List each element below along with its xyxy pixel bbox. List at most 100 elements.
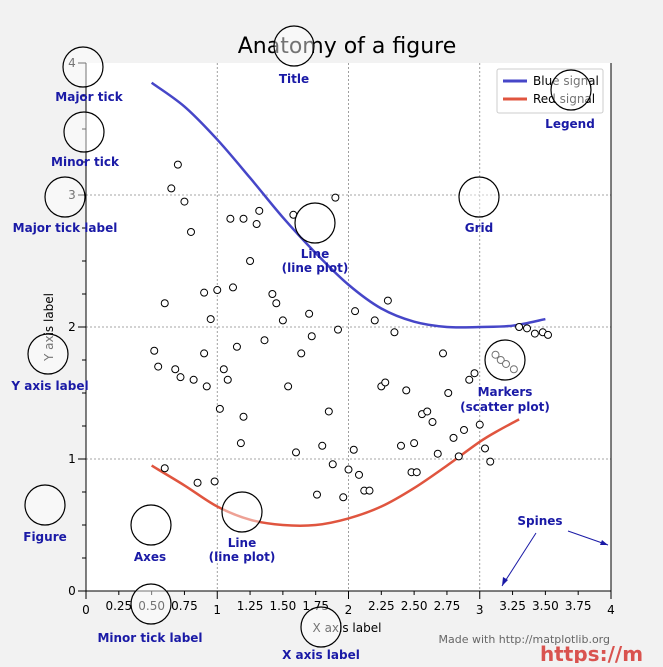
x-minor-tick-label-8: 2.75: [434, 599, 461, 613]
annotation-spines: Spines: [517, 514, 562, 528]
ticks: [78, 62, 612, 599]
x-minor-tick-label-10: 3.50: [532, 599, 559, 613]
scatter-markers: [150, 160, 552, 502]
annotation-minor-tick: Minor tick: [51, 155, 120, 169]
annotation-y-axis-label: Y axis label: [10, 379, 88, 393]
scatter-point: [150, 346, 159, 355]
axes-circle: [130, 504, 172, 546]
scatter-point: [292, 448, 300, 457]
major-tick-circle: [62, 46, 104, 88]
spines-arrow-2-head: [600, 540, 608, 545]
scatter-point: [339, 493, 348, 502]
scatter-point: [213, 286, 222, 295]
figure-circle: [24, 484, 66, 526]
annotation-markers-line1: Markers: [478, 385, 533, 399]
markers-circle: [484, 339, 526, 381]
scatter-point: [334, 325, 342, 334]
grid-circle: [458, 176, 500, 218]
x-minor-tick-label-3: 1.25: [237, 599, 264, 613]
x-minor-tick-label-4: 1.50: [270, 599, 297, 613]
scatter-point: [173, 160, 182, 169]
scatter-point: [160, 299, 169, 308]
annotation-markers-line2: (scatter plot): [460, 400, 550, 414]
scatter-point: [171, 365, 180, 374]
spines-arrows: [501, 530, 609, 587]
scatter-point: [313, 490, 321, 499]
minor-tick-label-circle: [130, 583, 172, 625]
y-axis-label-circle: [27, 333, 69, 375]
footer-credit: Made with http://matplotlib.org: [439, 633, 611, 646]
scatter-point: [390, 328, 399, 337]
scatter-point: [365, 486, 374, 495]
scatter-point: [223, 375, 232, 384]
line-plot-circle-2: [221, 491, 263, 533]
annotation-minor-tick-label: Minor tick label: [97, 631, 202, 645]
scatter-point: [355, 470, 363, 479]
annotation-x-axis-label: X axis label: [282, 648, 360, 662]
legend-circle: [550, 69, 592, 111]
x-minor-tick-label-11: 3.75: [565, 599, 592, 613]
series-line-0: [150, 81, 546, 329]
scatter-point: [202, 382, 211, 391]
scatter-point: [370, 316, 379, 325]
legend: Blue signal Red signal: [496, 68, 604, 114]
x-minor-tick-label-5: 1.75: [302, 599, 329, 613]
legend-red-label: Red signal: [533, 92, 595, 106]
scatter-point: [444, 389, 453, 397]
tick-labels: 0 1 2 3 4 0.25 0.50 0.75 1.25 1.50 1.75 2.25 2.50 2.7…: [68, 56, 615, 617]
scatter-point: [180, 197, 189, 206]
scatter-point: [351, 307, 360, 316]
annotation-line2-line1: Line: [228, 536, 256, 550]
annotation-major-tick-label: Major tick label: [13, 221, 118, 235]
scatter-point: [187, 227, 195, 236]
scatter-point: [344, 465, 353, 474]
scatter-point: [439, 349, 447, 358]
annotation-major-tick: Major tick: [55, 90, 123, 104]
annotation-line-line2: (line plot): [282, 261, 349, 275]
scatter-point: [402, 386, 411, 395]
scatter-point: [410, 439, 419, 448]
scatter-point: [278, 316, 287, 325]
x-minor-tick-label-9: 3.25: [499, 599, 526, 613]
x-major-tick-label-3: 3: [476, 603, 484, 617]
scatter-point: [307, 332, 316, 341]
minor-tick-circle: [63, 111, 105, 153]
scatter-point: [236, 439, 245, 448]
scatter-point: [255, 206, 264, 215]
scatter-point: [200, 288, 209, 297]
annotation-figure: Figure: [23, 530, 67, 544]
scatter-point: [515, 323, 524, 331]
y-major-tick-label-1: 1: [68, 452, 76, 466]
scatter-point: [176, 373, 185, 382]
scatter-point: [297, 349, 306, 358]
watermark: https://m: [540, 642, 643, 663]
scatter-point: [475, 420, 484, 429]
x-major-tick-label-1: 1: [213, 603, 221, 617]
scatter-point: [246, 257, 255, 265]
scatter-point: [239, 412, 248, 421]
scatter-point: [328, 460, 337, 469]
scatter-point: [496, 356, 505, 364]
annotation-legend: Legend: [545, 117, 595, 131]
line-plot-circle: [294, 202, 336, 244]
scatter-point: [470, 369, 479, 378]
y-major-tick-label-3: 3: [68, 188, 76, 202]
scatter-point: [454, 452, 463, 461]
scatter-point: [509, 365, 518, 374]
scatter-point: [206, 315, 215, 324]
scatter-point: [349, 445, 358, 454]
scatter-point: [154, 362, 163, 371]
x-major-tick-label-2: 2: [345, 603, 353, 617]
scatter-point: [305, 309, 314, 318]
scatter-point: [383, 296, 392, 305]
title-circle: [273, 25, 315, 67]
scatter-point: [523, 324, 531, 333]
scatter-point: [226, 214, 235, 223]
scatter-point: [397, 441, 405, 450]
spines-arrow-1-head: [502, 577, 508, 586]
chart-title: Anatomy of a figure: [238, 34, 457, 59]
scatter-point: [324, 407, 333, 416]
scatter-point: [193, 478, 202, 487]
